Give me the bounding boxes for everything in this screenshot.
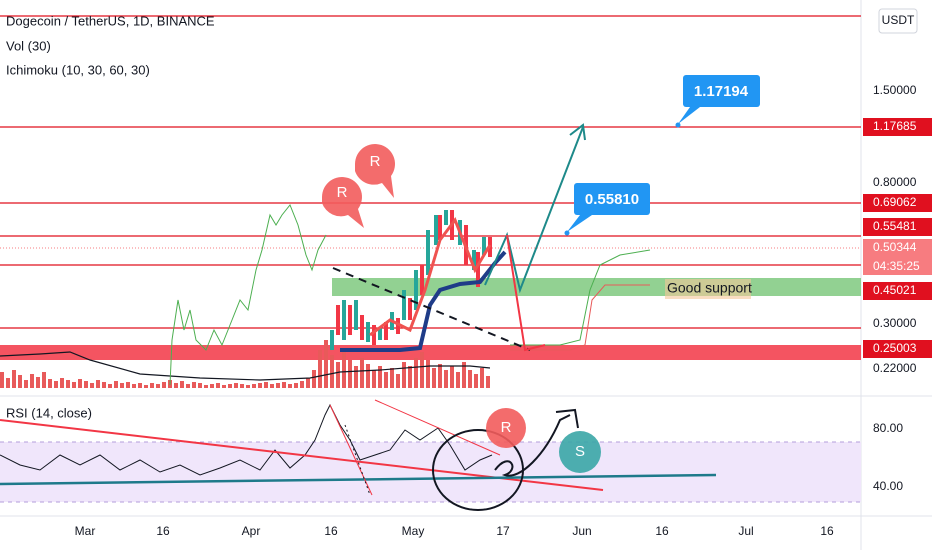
- time-tick-label: 17: [496, 524, 510, 538]
- price-tick-label: 0.30000: [873, 316, 917, 330]
- callout-pointer: [678, 107, 700, 124]
- callout-box: [574, 183, 650, 215]
- callout-label: 0.55810: [585, 191, 639, 208]
- trend-projection: [332, 267, 531, 351]
- callout-point: [564, 230, 570, 236]
- rsi-line: [0, 403, 493, 476]
- time-axis: Mar 16 Apr 16 May 17 Jun 16 Jul 16: [75, 524, 834, 538]
- time-tick-label: Mar: [75, 524, 96, 538]
- level-lines: [0, 15, 861, 329]
- callout-box: [683, 75, 760, 107]
- indicator-label: Vol (30): [6, 38, 51, 53]
- indicator-label: Ichimoku (10, 30, 60, 30): [6, 62, 150, 77]
- bull-projection: [484, 126, 584, 294]
- volume-bars: [0, 340, 490, 388]
- resistance-label: R: [370, 153, 381, 170]
- level-tag-label: 0.25003: [873, 341, 917, 355]
- time-tick-label: Apr: [242, 524, 261, 538]
- symbol-title: Dogecoin / TetherUS, 1D, BINANCE: [6, 13, 215, 28]
- resistance-bubble: [322, 176, 364, 228]
- resistance-bubble: [355, 144, 396, 198]
- level-tag-label: 0.45021: [873, 283, 917, 297]
- price-tick-label: 0.80000: [873, 175, 917, 189]
- callout-point: [675, 122, 681, 128]
- volume-ma: [0, 351, 491, 381]
- rsi-band: [0, 442, 861, 502]
- resistance-label: R: [337, 184, 348, 201]
- time-tick-label: 16: [156, 524, 170, 538]
- lagging-span: [169, 204, 327, 386]
- support-label: Good support: [667, 280, 752, 296]
- volume: [0, 340, 490, 388]
- level-tag: [863, 340, 932, 358]
- time-tick-label: 16: [655, 524, 669, 538]
- countdown-label: 04:35:25: [873, 259, 920, 273]
- hand-arrow-head: [555, 408, 579, 429]
- rsi-tick-label: 80.00: [873, 421, 903, 435]
- level-tag: [863, 194, 932, 212]
- time-tick-label: Jul: [738, 524, 753, 538]
- support-zone: [332, 278, 861, 296]
- conversion-line: [369, 216, 492, 337]
- resistance-label: R: [501, 419, 512, 436]
- cloud-edge: [510, 284, 650, 351]
- support-bubble-label: S: [575, 443, 585, 460]
- callout-pointer: [567, 215, 592, 232]
- level-tag-label: 0.69062: [873, 195, 917, 209]
- last-price-label: 0.50344: [873, 240, 917, 254]
- time-tick-label: Jun: [572, 524, 591, 538]
- time-tick-label: 16: [324, 524, 338, 538]
- time-tick-label: May: [402, 524, 425, 538]
- demand-zone: [0, 345, 861, 360]
- currency-button[interactable]: [878, 8, 918, 34]
- price-tick-label: 1.50000: [873, 83, 917, 97]
- time-tick-label: 16: [820, 524, 834, 538]
- level-tag: [863, 218, 932, 236]
- callout-label: 1.17194: [694, 83, 749, 100]
- currency-label[interactable]: USDT: [882, 13, 915, 27]
- resistance-bubble: [486, 408, 526, 448]
- support-bubble: [559, 431, 601, 473]
- rsi-trendline: [329, 404, 373, 496]
- rsi-support: [0, 473, 717, 486]
- level-tag: [863, 282, 932, 300]
- base-line: [340, 250, 507, 352]
- last-price-tag: [863, 239, 932, 275]
- price-tick-label: 0.22000: [873, 361, 917, 375]
- bear-projection: [506, 234, 546, 352]
- candles-up: [330, 210, 486, 350]
- support-label-bg: [665, 279, 751, 299]
- arrow-head: [569, 123, 586, 141]
- hand-arrow: [494, 414, 571, 477]
- rsi-trendline: [374, 399, 501, 456]
- level-tag-label: 1.17685: [873, 119, 917, 133]
- level-tag: [863, 118, 932, 136]
- rsi-label: RSI (14, close): [6, 405, 92, 420]
- level-tag-label: 0.55481: [873, 219, 917, 233]
- cloud-edge: [510, 249, 651, 346]
- rsi-tick-label: 40.00: [873, 479, 903, 493]
- rsi-dotted: [344, 424, 371, 496]
